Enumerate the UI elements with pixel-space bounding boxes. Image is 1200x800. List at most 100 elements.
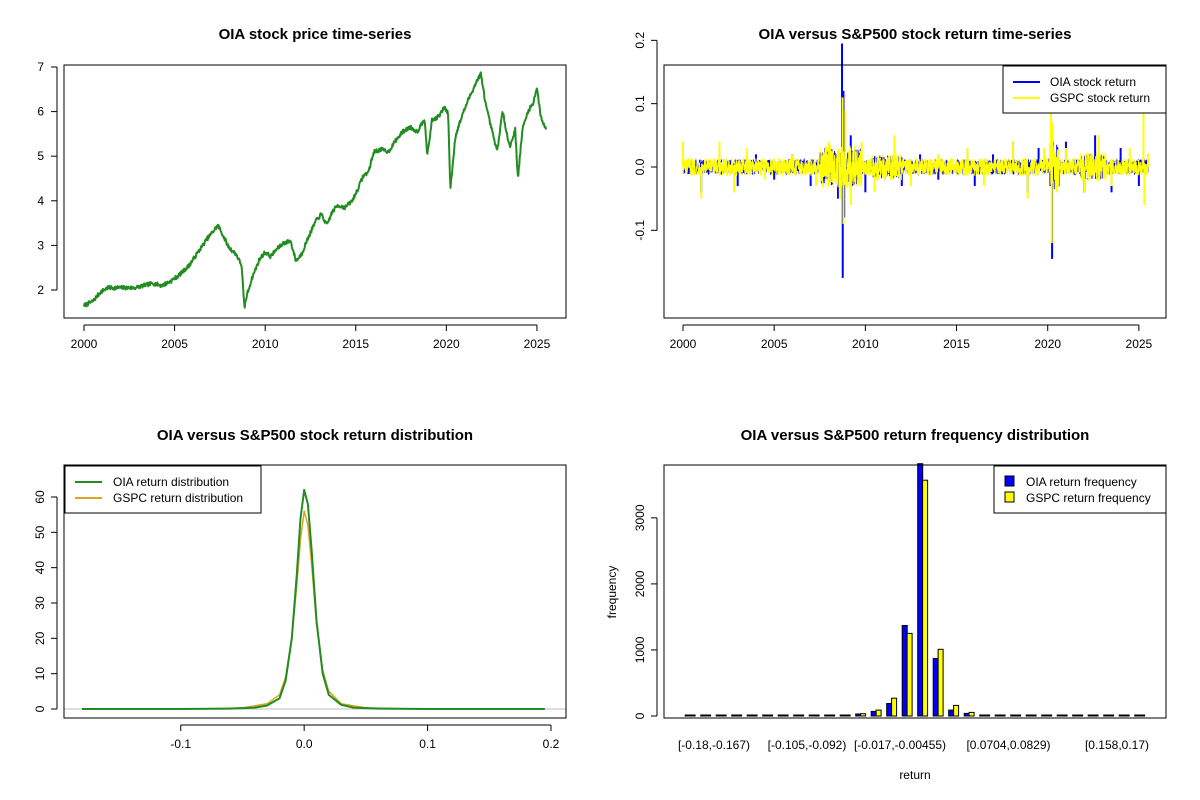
distribution-chart-y-tick-label: 20 [33,631,47,645]
distribution-chart-y-tick-label: 40 [33,561,47,575]
oia-frequency-bar [746,714,753,717]
price-chart-x-tick-label: 2025 [524,337,551,351]
oia-frequency-bar [917,463,924,717]
gspc-frequency-bar [1061,714,1068,717]
frequency-chart-y-tick-label: 2000 [633,570,647,597]
distribution-chart-legend-box [64,465,262,514]
oia-frequency-bar [824,714,831,717]
return-chart-y-tick-label: 0.1 [633,95,647,112]
oia-frequency-bar [777,714,784,717]
distribution-chart-legend: OIA return distribution GSPC return dist… [64,465,262,514]
oia-frequency-bar [1056,714,1063,717]
frequency-histogram-panel: OIA versus S&P500 return frequency distr… [605,427,1167,782]
price-chart-y-tick-label: 7 [37,60,44,74]
price-chart-x-tick-label: 2005 [161,337,188,351]
return-legend-label-gspc: GSPC stock return [1050,91,1150,105]
gspc-frequency-bar [1108,714,1115,717]
frequency-chart-plot-frame [663,464,1167,719]
price-chart-x-tick-label: 2000 [71,337,98,351]
price-chart-yticks: 2 3 4 5 6 7 [37,60,58,297]
gspc-frequency-bar [968,711,975,717]
return-chart-x-tick-label: 2020 [1034,337,1061,351]
gspc-frequency-bar [1139,714,1146,717]
oia-frequency-bar [1025,714,1032,717]
gspc-frequency-bar [782,714,789,717]
frequency-chart-x-tick-label: [-0.18,-0.167) [678,738,750,752]
distribution-chart-y-tick-label: 60 [33,490,47,504]
gspc-frequency-bar [999,714,1006,717]
gspc-frequency-bar [844,714,851,717]
frequency-legend-swatch-oia [1004,475,1015,487]
gspc-frequency-bar [906,632,913,717]
return-chart-series [682,43,1149,278]
distribution-chart-x-tick-label: 0.1 [419,737,436,751]
frequency-chart-x-tick-label: [-0.105,-0.092) [768,738,847,752]
gspc-frequency-bar [1046,714,1053,717]
return-distribution-panel: OIA versus S&P500 stock return distribut… [33,427,567,751]
oia-frequency-bar [963,712,970,717]
gspc-frequency-bar [1030,714,1037,717]
return-chart-yticks: -0.1 0.0 0.1 0.2 [633,32,658,241]
frequency-chart-x-tick-label: [0.0704,0.0829) [966,738,1050,752]
gspc-frequency-bar [860,713,867,717]
price-series-line [83,71,547,309]
frequency-chart-yticks: 0 1000 2000 3000 [633,504,658,719]
return-chart-y-tick-label: -0.1 [633,220,647,241]
gspc-frequency-bar [736,714,743,717]
distribution-chart-x-tick-label: 0.0 [296,737,313,751]
frequency-chart-y-tick-label: 1000 [633,636,647,663]
gspc-frequency-bar [720,714,727,717]
oia-frequency-bar [901,625,908,717]
oia-frequency-bar [762,714,769,717]
distribution-chart-series [64,488,566,710]
return-chart-title: OIA versus S&P500 stock return time-seri… [759,26,1072,43]
distribution-legend-label-oia: OIA return distribution [113,475,229,489]
oia-frequency-bar [731,714,738,717]
frequency-chart-xlabel: return [899,768,930,782]
oia-frequency-bar [1118,714,1125,717]
oia-frequency-bar [886,703,893,717]
gspc-density-line [143,510,440,710]
distribution-chart-yticks: 0 10 20 30 40 50 60 [33,490,58,712]
oia-frequency-bar [870,710,877,717]
oia-frequency-bar [684,714,691,717]
return-chart-x-tick-label: 2025 [1126,337,1153,351]
price-chart-title: OIA stock price time-series [219,26,412,43]
gspc-frequency-bar [1123,714,1130,717]
gspc-frequency-bar [1092,714,1099,717]
oia-frequency-bar [1103,714,1110,717]
return-chart-legend: OIA stock return GSPC stock return [1002,65,1167,114]
gspc-frequency-bar [984,714,991,717]
frequency-chart-title: OIA versus S&P500 return frequency distr… [741,427,1090,444]
price-chart-y-tick-label: 2 [37,283,44,297]
gspc-frequency-bar [813,714,820,717]
return-legend-label-oia: OIA stock return [1050,75,1136,89]
distribution-chart-x-tick-label: -0.1 [170,737,191,751]
frequency-chart-xticks: [-0.18,-0.167) [-0.105,-0.092) [-0.017,-0.… [678,738,1149,752]
oia-density-line [82,488,545,710]
gspc-return-line [682,141,1149,191]
oia-frequency-bar [839,714,846,717]
return-chart-legend-box [1002,65,1167,114]
distribution-chart-y-tick-label: 30 [33,596,47,610]
gspc-frequency-bar [891,697,898,717]
frequency-chart-x-tick-label: [0.158,0.17) [1085,738,1149,752]
price-timeseries-panel: OIA stock price time-series 2000 2005 2010… [37,26,567,351]
oia-frequency-bar [808,714,815,717]
gspc-frequency-bar [689,714,696,717]
oia-frequency-bar [1010,714,1017,717]
return-chart-x-tick-label: 2000 [670,337,697,351]
gspc-frequency-bar [953,704,960,717]
gspc-frequency-bar [751,714,758,717]
price-chart-x-tick-label: 2020 [433,337,460,351]
frequency-chart-legend-box [993,465,1167,514]
gspc-frequency-bar [767,714,774,717]
return-chart-y-tick-label: 0.0 [633,158,647,175]
oia-frequency-bar [948,709,955,717]
distribution-legend-label-gspc: GSPC return distribution [113,491,243,505]
frequency-chart-legend: OIA return frequency GSPC return frequen… [993,465,1167,514]
distribution-chart-y-tick-label: 50 [33,525,47,539]
frequency-chart-bars [684,463,1146,717]
price-chart-xticks: 2000 2005 2010 2015 2020 2025 [71,324,551,351]
oia-frequency-bar [1072,714,1079,717]
